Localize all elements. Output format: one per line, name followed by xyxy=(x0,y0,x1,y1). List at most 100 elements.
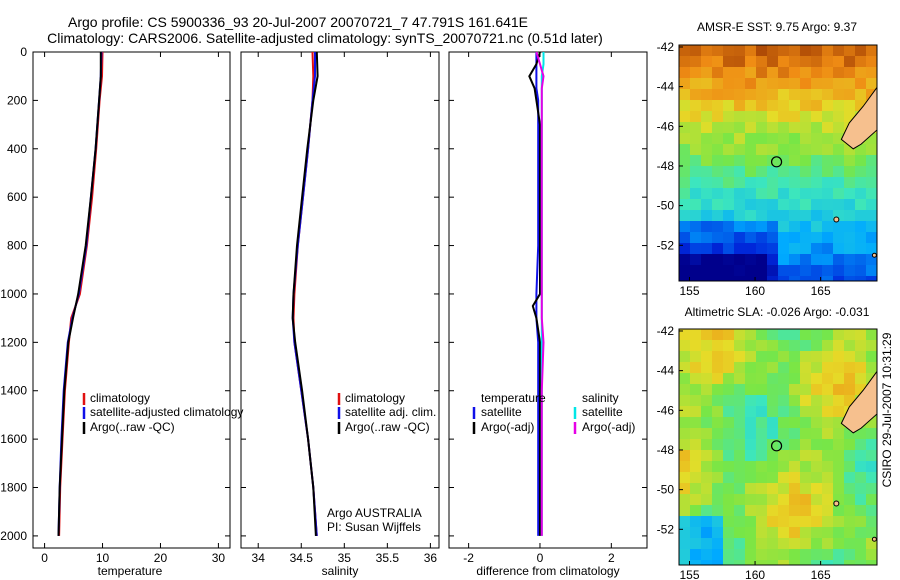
map-cell xyxy=(723,56,734,67)
y-tick-label: -48 xyxy=(657,443,675,457)
map-cell xyxy=(789,450,800,461)
legend-label-satellite: satellite adj. clim. xyxy=(345,405,436,419)
map-cell xyxy=(756,67,767,78)
map-cell xyxy=(800,340,811,351)
map-cell xyxy=(767,254,778,265)
map-cell xyxy=(679,483,690,494)
map-cell xyxy=(756,395,767,406)
map-cell xyxy=(745,221,756,232)
map-cell xyxy=(822,395,833,406)
map-cell xyxy=(866,351,877,362)
map-cell xyxy=(822,100,833,111)
map-cell xyxy=(701,560,712,565)
y-tick-label: -50 xyxy=(657,199,675,213)
map-cell xyxy=(822,340,833,351)
map-cell xyxy=(745,155,756,166)
map-cell xyxy=(833,122,844,133)
y-tick-label: -44 xyxy=(657,80,675,94)
profile-location-marker xyxy=(770,440,783,452)
map-cell xyxy=(745,144,756,155)
map-cell xyxy=(789,133,800,144)
map-cell xyxy=(701,450,712,461)
map-cell xyxy=(712,527,723,538)
map-cell xyxy=(701,111,712,122)
map-cell xyxy=(833,78,844,89)
map-cell xyxy=(756,210,767,221)
map-cell xyxy=(690,494,701,505)
credit-program: Argo AUSTRALIA xyxy=(327,506,422,520)
map-cell xyxy=(745,384,756,395)
x-tick-label: 30 xyxy=(212,551,226,565)
x-tick-label: 34 xyxy=(252,551,266,565)
map-cell xyxy=(679,45,690,56)
legend-label-climatology: climatology xyxy=(90,391,150,405)
x-tick-label: 0 xyxy=(537,551,544,565)
map-cell xyxy=(679,89,690,100)
map-cell xyxy=(778,384,789,395)
map-cell xyxy=(745,450,756,461)
y-tick-label: 1200 xyxy=(0,335,27,349)
x-tick-label: 35 xyxy=(338,551,352,565)
map-cell xyxy=(866,166,877,177)
map-cell xyxy=(855,384,866,395)
map-cell xyxy=(679,155,690,166)
map-cell xyxy=(855,340,866,351)
map-cell xyxy=(855,210,866,221)
map-cell xyxy=(811,329,822,340)
map-cell xyxy=(679,199,690,210)
map-cell xyxy=(767,428,778,439)
map-cell xyxy=(822,406,833,417)
map-cell xyxy=(789,100,800,111)
map-cell xyxy=(712,340,723,351)
map-cell xyxy=(833,188,844,199)
map-cell xyxy=(844,45,855,56)
map-cell xyxy=(822,428,833,439)
map-cell xyxy=(778,483,789,494)
map-cell xyxy=(756,56,767,67)
map-cell xyxy=(811,144,822,155)
map-cell xyxy=(723,538,734,549)
map-cell xyxy=(756,483,767,494)
map-cell xyxy=(822,362,833,373)
map-cell xyxy=(811,428,822,439)
map-cell xyxy=(767,395,778,406)
map-cell xyxy=(723,89,734,100)
map-cell xyxy=(844,144,855,155)
map-cell xyxy=(866,199,877,210)
map-cell xyxy=(679,243,690,254)
map-cell xyxy=(690,265,701,276)
y-tick-label: -50 xyxy=(657,483,675,497)
map-cell xyxy=(712,45,723,56)
map-cell xyxy=(833,155,844,166)
map-cell xyxy=(701,166,712,177)
map-cell xyxy=(822,461,833,472)
map-cell xyxy=(701,243,712,254)
map-cell xyxy=(745,243,756,254)
map-cell xyxy=(833,221,844,232)
map-cell xyxy=(679,439,690,450)
map-cell xyxy=(756,78,767,89)
map-cell xyxy=(866,78,877,89)
map-cell xyxy=(745,373,756,384)
map-cell xyxy=(866,505,877,516)
map-cell xyxy=(712,122,723,133)
series-line-temperature-argo-adj- xyxy=(528,51,541,536)
map-cell xyxy=(756,122,767,133)
map-cell xyxy=(767,177,778,188)
sst-map-title: AMSR-E SST: 9.75 Argo: 9.37 xyxy=(697,20,857,34)
map-cell xyxy=(756,89,767,100)
map-cell xyxy=(756,351,767,362)
map-cell xyxy=(756,450,767,461)
map-cell xyxy=(723,122,734,133)
map-cell xyxy=(822,221,833,232)
y-tick-label: -46 xyxy=(657,119,675,133)
map-cell xyxy=(778,406,789,417)
map-cell xyxy=(679,406,690,417)
map-cell xyxy=(723,276,734,281)
map-cell xyxy=(701,199,712,210)
map-cell xyxy=(701,254,712,265)
map-cell xyxy=(723,428,734,439)
map-cell xyxy=(745,100,756,111)
map-cell xyxy=(844,67,855,78)
